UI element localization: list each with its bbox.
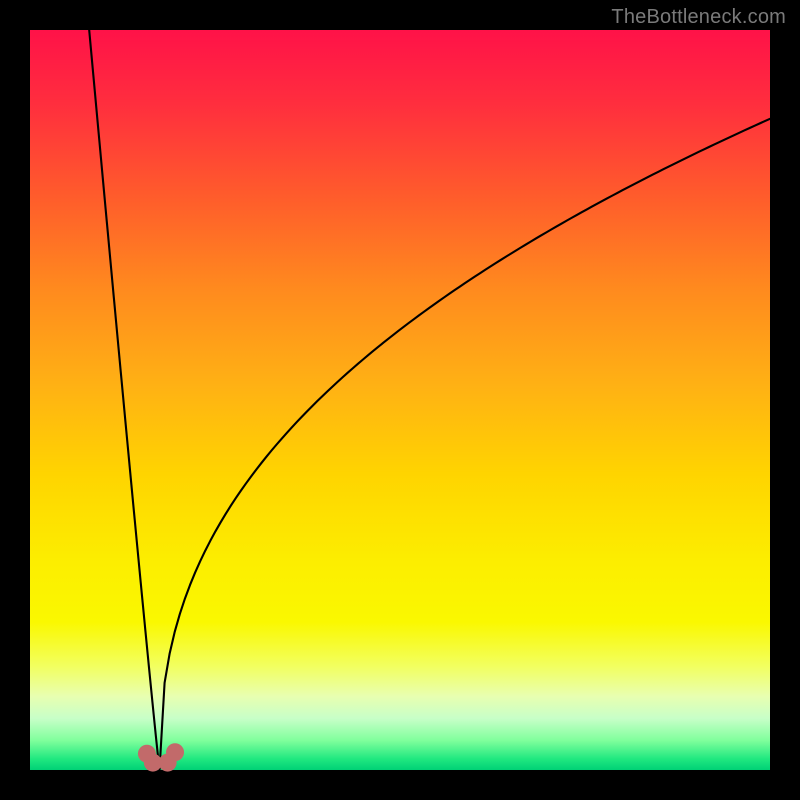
bottleneck-curve xyxy=(89,30,770,770)
watermark-label: TheBottleneck.com xyxy=(611,6,786,29)
bottleneck-curve-svg xyxy=(30,30,770,770)
min-marker xyxy=(166,743,184,761)
plot-area xyxy=(30,30,770,770)
